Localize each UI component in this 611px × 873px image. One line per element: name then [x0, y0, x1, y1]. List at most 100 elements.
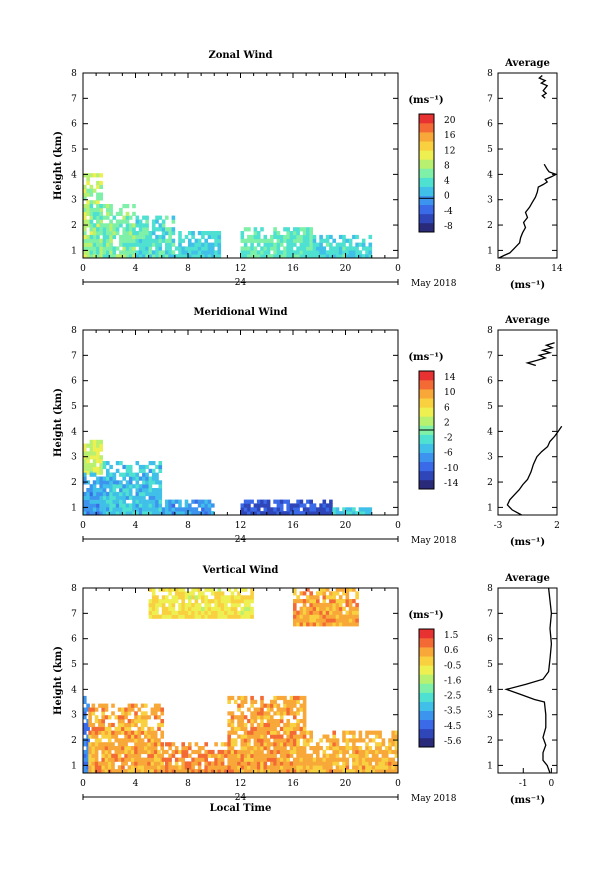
data-cell	[273, 231, 277, 236]
data-cell	[184, 499, 189, 504]
colorbar-swatch	[419, 434, 434, 444]
x-tick-label: 4	[133, 779, 139, 789]
data-cell	[109, 211, 113, 216]
data-cell	[296, 614, 300, 619]
data-cell	[161, 757, 166, 762]
data-cell	[365, 761, 369, 766]
data-cell	[256, 730, 261, 735]
data-cell	[296, 695, 300, 701]
data-cell	[96, 254, 100, 259]
data-cell	[138, 242, 143, 247]
data-cell	[299, 511, 304, 516]
data-cell	[153, 715, 158, 720]
data-cell	[83, 491, 87, 497]
data-cell	[96, 511, 100, 516]
data-cell	[309, 234, 313, 240]
data-cell	[214, 606, 218, 611]
data-cell	[342, 769, 346, 774]
data-cell	[188, 603, 192, 608]
data-cell	[157, 742, 161, 747]
data-cell	[286, 242, 290, 247]
data-cell	[247, 606, 251, 611]
data-cell	[96, 246, 100, 251]
data-cell	[132, 511, 136, 516]
data-cell	[279, 234, 284, 240]
x-tick-label: 8	[185, 521, 191, 531]
data-cell	[391, 730, 395, 735]
data-cell	[125, 511, 130, 516]
data-cell	[352, 618, 356, 623]
data-cell	[355, 753, 359, 758]
data-cell	[165, 769, 169, 774]
data-cell	[230, 746, 235, 751]
data-cell	[178, 231, 182, 236]
data-cell	[355, 765, 359, 770]
data-cell	[128, 246, 133, 251]
data-cell	[273, 227, 277, 232]
data-cell	[88, 765, 92, 770]
data-cell	[345, 599, 350, 604]
data-cell	[345, 622, 350, 627]
data-cell	[181, 591, 185, 596]
data-cell	[138, 238, 143, 243]
data-cell	[109, 250, 113, 255]
data-cell	[168, 614, 172, 619]
data-cell	[247, 707, 251, 712]
data-cell	[161, 250, 166, 255]
data-cell	[96, 443, 100, 448]
data-cell	[201, 242, 205, 247]
data-cell	[86, 254, 90, 259]
data-cell	[302, 711, 307, 716]
data-cell	[329, 503, 333, 508]
data-cell	[207, 254, 212, 259]
data-cell	[184, 511, 189, 516]
data-cell	[243, 699, 248, 704]
data-cell	[83, 476, 87, 481]
data-cell	[237, 749, 241, 755]
data-cell	[138, 219, 143, 224]
data-cell	[155, 499, 159, 504]
profile-x-label: (ms⁻¹)	[510, 537, 545, 548]
data-cell	[352, 622, 356, 627]
data-cell	[94, 726, 99, 731]
colorbar-unit: (ms⁻¹)	[408, 95, 443, 106]
data-cell	[107, 749, 112, 755]
data-cell	[168, 606, 172, 611]
data-cell	[211, 511, 215, 516]
data-cell	[127, 765, 132, 770]
data-cell	[256, 503, 261, 508]
data-cell	[296, 503, 300, 508]
data-cell	[273, 719, 277, 724]
data-cell	[266, 511, 271, 516]
colorbar-swatch	[419, 674, 434, 684]
data-cell	[263, 757, 268, 762]
data-cell	[111, 730, 115, 735]
data-cell	[92, 250, 97, 255]
data-cell	[348, 614, 353, 619]
data-cell	[233, 595, 238, 600]
data-cell	[111, 765, 115, 770]
data-cell	[293, 606, 297, 611]
data-cell	[335, 738, 340, 743]
data-cell	[237, 599, 241, 604]
data-cell	[260, 499, 264, 504]
data-cell	[151, 499, 156, 504]
data-cell	[384, 769, 389, 774]
data-cell	[119, 499, 123, 504]
profile-x-tick-label: -1	[519, 779, 528, 789]
data-cell	[86, 462, 90, 468]
data-cell	[342, 234, 346, 240]
data-cell	[98, 719, 102, 724]
data-cell	[266, 711, 271, 716]
data-cell	[375, 769, 379, 774]
data-cell	[286, 699, 290, 704]
data-cell	[145, 472, 149, 477]
data-cell	[178, 511, 182, 516]
data-cell	[296, 595, 300, 600]
data-cell	[94, 757, 99, 762]
data-cell	[204, 595, 208, 600]
data-cell	[92, 480, 97, 485]
data-cell	[224, 599, 228, 604]
data-cell	[260, 238, 264, 243]
data-cell	[83, 722, 87, 728]
